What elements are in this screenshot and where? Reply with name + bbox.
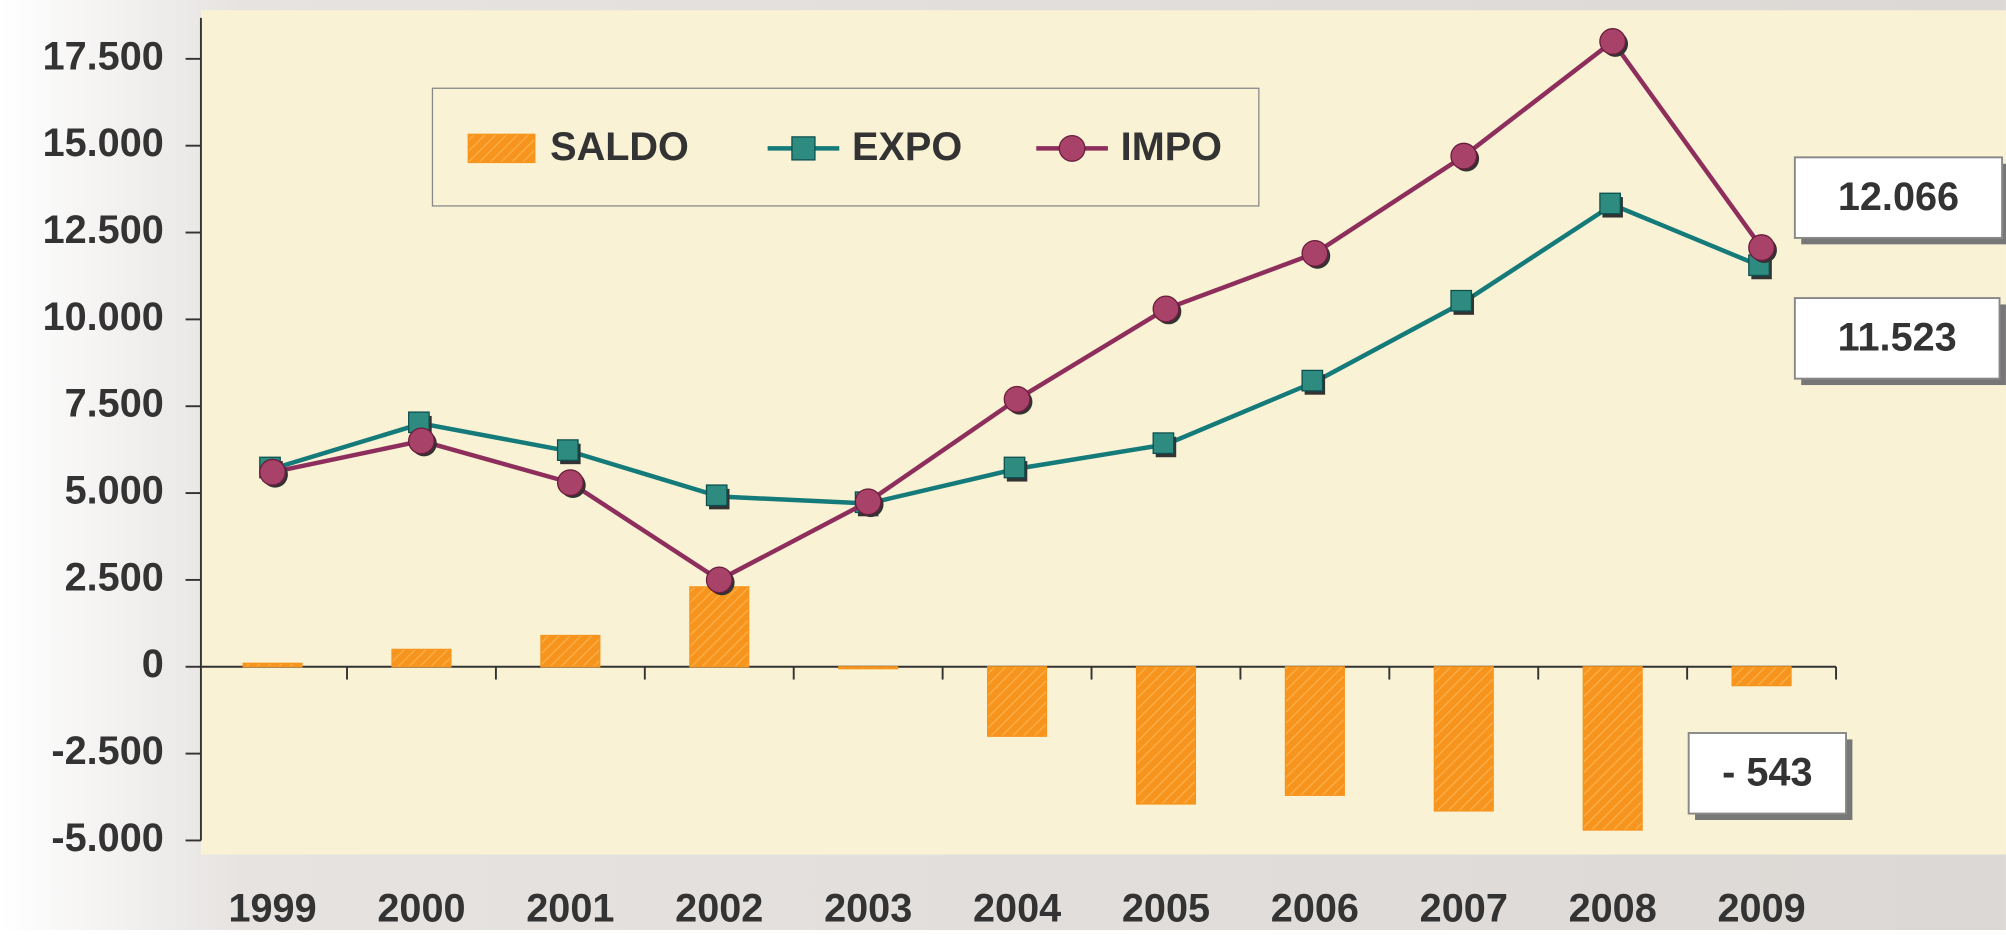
value-label: 12.066 xyxy=(1838,175,1959,219)
y-tick-label: 5.000 xyxy=(65,469,164,513)
marker xyxy=(408,427,435,455)
y-tick-label: 0 xyxy=(142,642,164,686)
marker xyxy=(1599,28,1627,55)
x-tick-label: 2003 xyxy=(824,886,912,930)
marker xyxy=(1301,369,1324,392)
x-tick-label: 2008 xyxy=(1569,886,1657,930)
marker xyxy=(1301,239,1329,267)
x-tick-label: 2000 xyxy=(377,886,465,930)
marker xyxy=(1450,289,1473,312)
marker xyxy=(1748,234,1776,262)
bar xyxy=(1731,666,1792,687)
bar xyxy=(1284,666,1345,796)
legend-label: SALDO xyxy=(550,125,689,169)
y-tick-label: 17.500 xyxy=(43,34,164,78)
y-tick-label: -5.000 xyxy=(51,816,163,860)
x-tick-label: 2002 xyxy=(675,886,763,930)
value-label-box xyxy=(1793,156,2004,239)
legend-box xyxy=(431,87,1260,207)
marker xyxy=(1003,385,1031,413)
marker xyxy=(854,488,882,516)
marker xyxy=(705,484,728,507)
marker xyxy=(705,566,733,594)
bar xyxy=(1582,666,1643,831)
x-tick-label: 2006 xyxy=(1271,886,1359,930)
marker xyxy=(259,458,286,486)
x-tick-label: 2009 xyxy=(1717,886,1805,930)
x-tick-label: 2001 xyxy=(526,886,614,930)
legend-label: EXPO xyxy=(852,125,962,169)
value-label-box xyxy=(1687,732,1847,815)
bar xyxy=(838,666,899,670)
bar xyxy=(1433,666,1494,812)
bar xyxy=(391,648,452,668)
marker xyxy=(1152,295,1180,323)
y-tick-label: 7.500 xyxy=(65,382,164,426)
marker xyxy=(556,469,584,497)
y-tick-label: 2.500 xyxy=(65,555,164,599)
marker xyxy=(1152,432,1175,455)
marker xyxy=(1450,142,1478,170)
bar xyxy=(540,634,601,668)
bar xyxy=(987,666,1048,737)
x-tick-label: 2004 xyxy=(973,886,1061,930)
value-label: - 543 xyxy=(1722,751,1812,795)
legend-marker xyxy=(1058,134,1086,162)
legend-swatch xyxy=(467,133,536,164)
legend-marker xyxy=(791,136,816,161)
bar xyxy=(1135,666,1197,805)
y-tick-label: 15.000 xyxy=(43,121,164,165)
marker xyxy=(1003,456,1026,479)
marker xyxy=(556,439,579,461)
y-tick-label: -2.500 xyxy=(51,729,163,773)
bar xyxy=(242,662,303,668)
legend-label: IMPO xyxy=(1121,125,1222,169)
marker xyxy=(1599,192,1621,215)
x-tick-label: 2007 xyxy=(1420,886,1508,930)
y-tick-label: 12.500 xyxy=(43,208,164,252)
x-tick-label: 2005 xyxy=(1122,886,1210,930)
bar xyxy=(689,586,750,668)
y-tick-label: 10.000 xyxy=(43,295,164,339)
value-label-box xyxy=(1793,297,2001,380)
x-tick-label: 1999 xyxy=(228,886,316,930)
value-label: 11.523 xyxy=(1838,316,1957,360)
